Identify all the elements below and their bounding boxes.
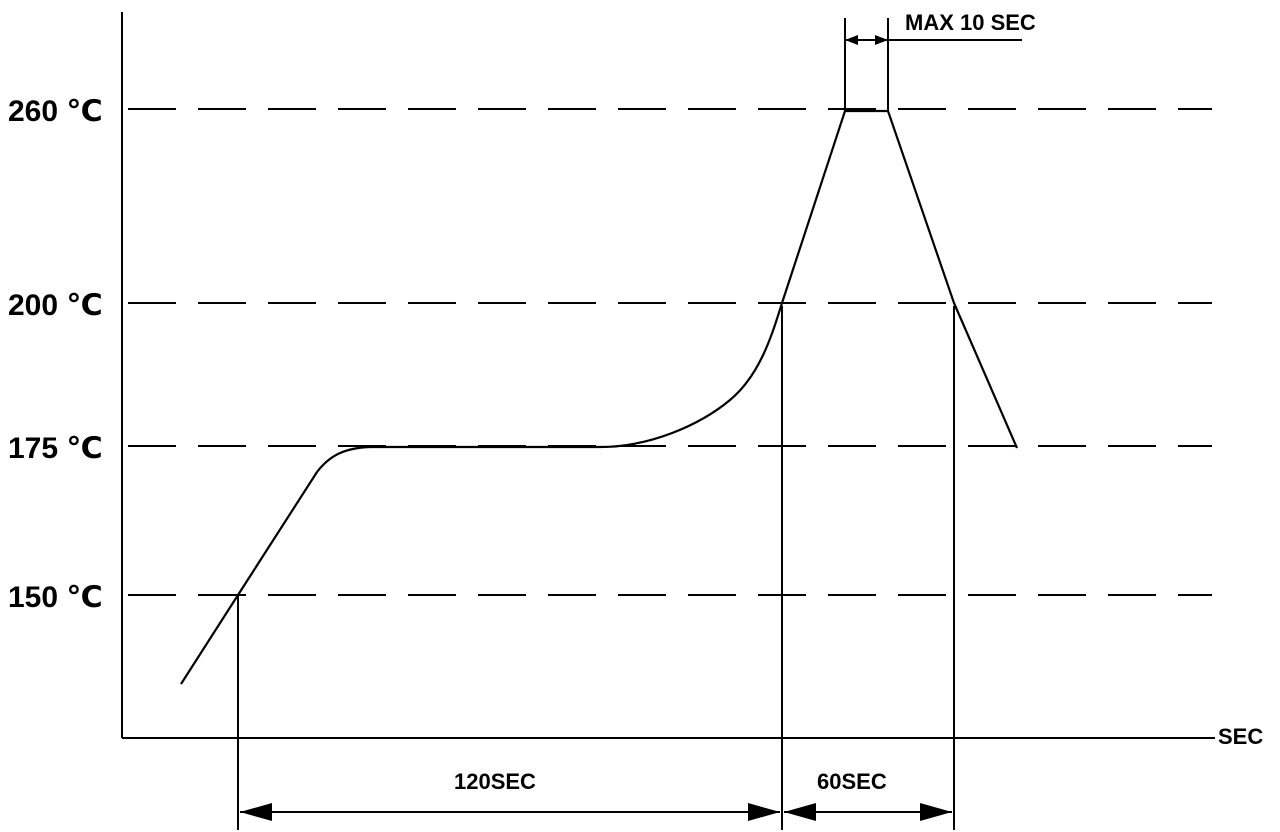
temperature-profile-curve — [180, 109, 1019, 685]
reflow-arrow-left-icon — [784, 803, 816, 821]
preheat-arrow-left-icon — [240, 803, 272, 821]
x-axis-unit-label: SEC — [1218, 724, 1263, 749]
peak-arrow-right-icon — [845, 35, 858, 45]
preheat-arrow-right-icon — [748, 803, 780, 821]
temp-label-150: 150 ℃ — [8, 581, 103, 614]
temp-label-200: 200 ℃ — [8, 289, 103, 322]
preheat-duration-label: 120SEC — [454, 769, 536, 794]
temp-label-260: 260 ℃ — [8, 95, 103, 128]
peak-note-label: MAX 10 SEC — [905, 10, 1036, 35]
reflow-duration-label: 60SEC — [817, 769, 887, 794]
reflow-arrow-right-icon — [920, 803, 952, 821]
temp-label-175: 175 ℃ — [8, 432, 103, 465]
peak-arrow-left-icon — [875, 35, 888, 45]
